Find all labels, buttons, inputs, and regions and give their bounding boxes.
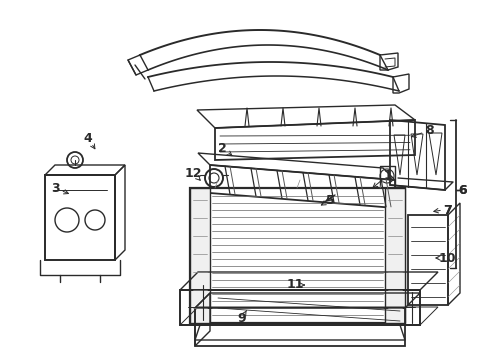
Text: 6: 6 xyxy=(459,184,467,197)
Text: 3: 3 xyxy=(50,181,59,194)
Text: 6: 6 xyxy=(459,184,467,197)
Text: 7: 7 xyxy=(442,203,451,216)
Text: 4: 4 xyxy=(84,131,93,144)
Text: 10: 10 xyxy=(438,252,456,265)
Text: 9: 9 xyxy=(238,311,246,324)
Text: 1: 1 xyxy=(384,168,392,181)
Text: 2: 2 xyxy=(218,141,226,154)
Text: 12: 12 xyxy=(184,166,202,180)
Text: 5: 5 xyxy=(326,194,334,207)
Text: 8: 8 xyxy=(426,123,434,136)
Text: 7: 7 xyxy=(442,203,451,216)
Text: 11: 11 xyxy=(286,279,304,292)
Polygon shape xyxy=(385,188,405,323)
Polygon shape xyxy=(190,188,210,323)
